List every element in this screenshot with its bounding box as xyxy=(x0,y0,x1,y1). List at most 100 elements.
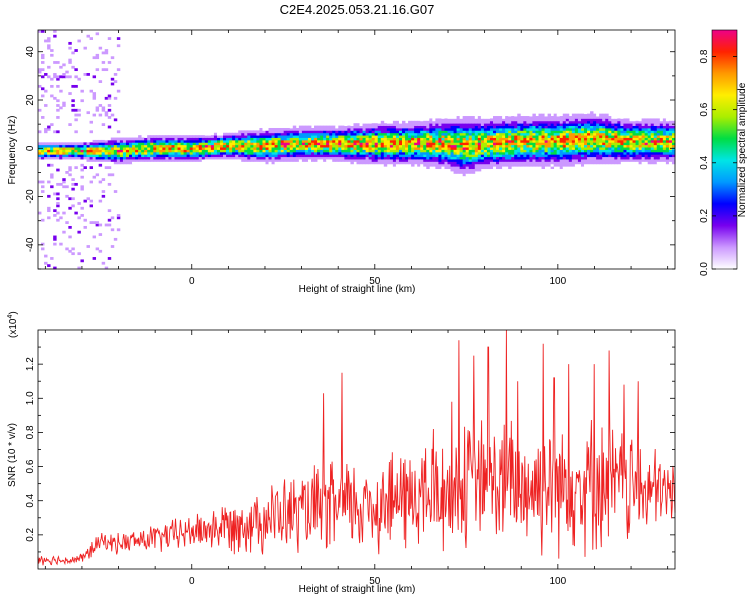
spectrogram-cell xyxy=(462,154,467,158)
spectrogram-cell xyxy=(177,149,181,153)
spectrogram-cell xyxy=(547,123,552,126)
spectrogram-cell xyxy=(517,135,521,138)
spectrogram-cell xyxy=(238,156,242,160)
spectrogram-cell xyxy=(41,30,45,33)
spectrogram-cell xyxy=(89,149,93,153)
spectrogram-cell xyxy=(216,142,221,146)
spectrogram-cell xyxy=(480,130,485,134)
spectrogram-cell xyxy=(423,123,427,126)
spectrogram-cell xyxy=(559,142,564,146)
spectrogram-cell xyxy=(587,149,591,153)
spectrogram-cell xyxy=(489,156,494,160)
spectrogram-cell xyxy=(547,125,552,129)
spectrogram-cell xyxy=(453,120,457,124)
spectrogram-cell xyxy=(599,125,603,129)
spectrogram-cell xyxy=(641,149,646,153)
spectrogram-cell xyxy=(107,104,112,107)
spectrogram-cell xyxy=(423,130,427,134)
spectrogram-cell xyxy=(638,130,643,134)
spectrogram-cell xyxy=(505,130,509,134)
spectrogram-cell xyxy=(383,130,388,134)
spectrogram-cell xyxy=(617,156,621,160)
spectrogram-cell xyxy=(502,118,506,122)
spectrogram-cell xyxy=(483,151,488,155)
spectrogram-cell xyxy=(593,154,597,158)
spectrogram-cell xyxy=(544,156,548,160)
spectrogram-cell xyxy=(535,118,539,122)
spectrogram-cell xyxy=(508,144,512,148)
spectrogram-cell xyxy=(623,118,627,122)
spectrogram-cell xyxy=(353,149,357,153)
spectrogram-cell xyxy=(493,137,497,141)
spectrogram-cell xyxy=(289,154,294,158)
spectrogram-cell xyxy=(593,125,597,129)
spectrogram-cell xyxy=(441,135,445,138)
spectrogram-cell xyxy=(489,144,494,148)
spectrogram-cell xyxy=(92,235,97,239)
colorbar-tick-label: 0.2 xyxy=(699,209,710,223)
spectrogram-cell xyxy=(605,156,609,160)
spectrogram-cell xyxy=(186,156,191,160)
spectrogram-cell xyxy=(110,77,115,81)
spectrogram-cell xyxy=(462,135,467,138)
spectrogram-cell xyxy=(192,149,197,153)
spectrogram-cell xyxy=(314,127,318,131)
spectrogram-cell xyxy=(92,75,97,79)
spectrogram-cell xyxy=(65,154,69,158)
snr-scale-note: (x104) xyxy=(7,311,19,338)
spectrogram-cell xyxy=(380,147,385,150)
spectrogram-cell xyxy=(395,163,400,167)
spectrogram-cell xyxy=(453,149,457,153)
spectrogram-cell xyxy=(44,254,48,258)
y-tick-label: 1.2 xyxy=(25,357,36,371)
spectrogram-cell xyxy=(547,132,552,136)
spectrogram-cell xyxy=(238,137,242,141)
spectrogram-cell xyxy=(38,154,42,158)
spectrogram-cell xyxy=(329,132,333,136)
spectrogram-cell xyxy=(329,154,333,158)
spectrogram-cell xyxy=(614,154,618,158)
spectrogram-cell xyxy=(529,113,533,117)
spectrogram-cell xyxy=(395,159,400,162)
spectrogram-cell xyxy=(596,161,600,165)
spectrogram-cell xyxy=(116,68,121,72)
spectrogram-cell xyxy=(383,147,388,150)
spectrogram-cell xyxy=(71,144,75,148)
spectrogram-cell xyxy=(86,154,90,158)
spectrogram-cell xyxy=(438,147,442,150)
spectrogram-cell xyxy=(180,156,184,160)
spectrogram-cell xyxy=(511,127,515,131)
spectrogram-cell xyxy=(65,151,69,155)
spectrogram-cell xyxy=(489,151,494,155)
spectrogram-cell xyxy=(277,137,282,141)
spectrogram-cell xyxy=(562,147,567,150)
spectrogram-cell xyxy=(468,159,473,162)
spectrogram-cell xyxy=(571,144,576,148)
spectrogram-cell xyxy=(584,123,588,126)
spectrogram-cell xyxy=(232,132,236,136)
spectrogram-cell xyxy=(250,137,254,141)
spectrogram-cell xyxy=(420,154,424,158)
spectrogram-cell xyxy=(371,154,376,158)
spectrogram-cell xyxy=(98,144,103,148)
spectrogram-cell xyxy=(277,132,282,136)
spectrogram-cell xyxy=(593,139,597,143)
spectrogram-cell xyxy=(226,137,230,141)
spectrogram-cell xyxy=(68,41,72,45)
spectrogram-cell xyxy=(71,204,75,208)
spectrogram-cell xyxy=(335,144,339,148)
spectrogram-cell xyxy=(174,154,178,158)
spectrogram-cell xyxy=(238,130,242,134)
spectrogram-cell xyxy=(420,139,424,143)
spectrogram-cell xyxy=(505,123,509,126)
spectrogram-cell xyxy=(389,159,394,162)
spectrogram-cell xyxy=(417,163,421,167)
spectrogram-cell xyxy=(459,149,464,153)
spectrogram-cell xyxy=(559,149,564,153)
spectrogram-cell xyxy=(277,139,282,143)
spectrogram-cell xyxy=(235,142,239,146)
spectrogram-cell xyxy=(368,127,373,131)
spectrogram-cell xyxy=(541,120,545,124)
spectrogram-cell xyxy=(611,125,615,129)
spectrogram-cell xyxy=(195,137,200,141)
